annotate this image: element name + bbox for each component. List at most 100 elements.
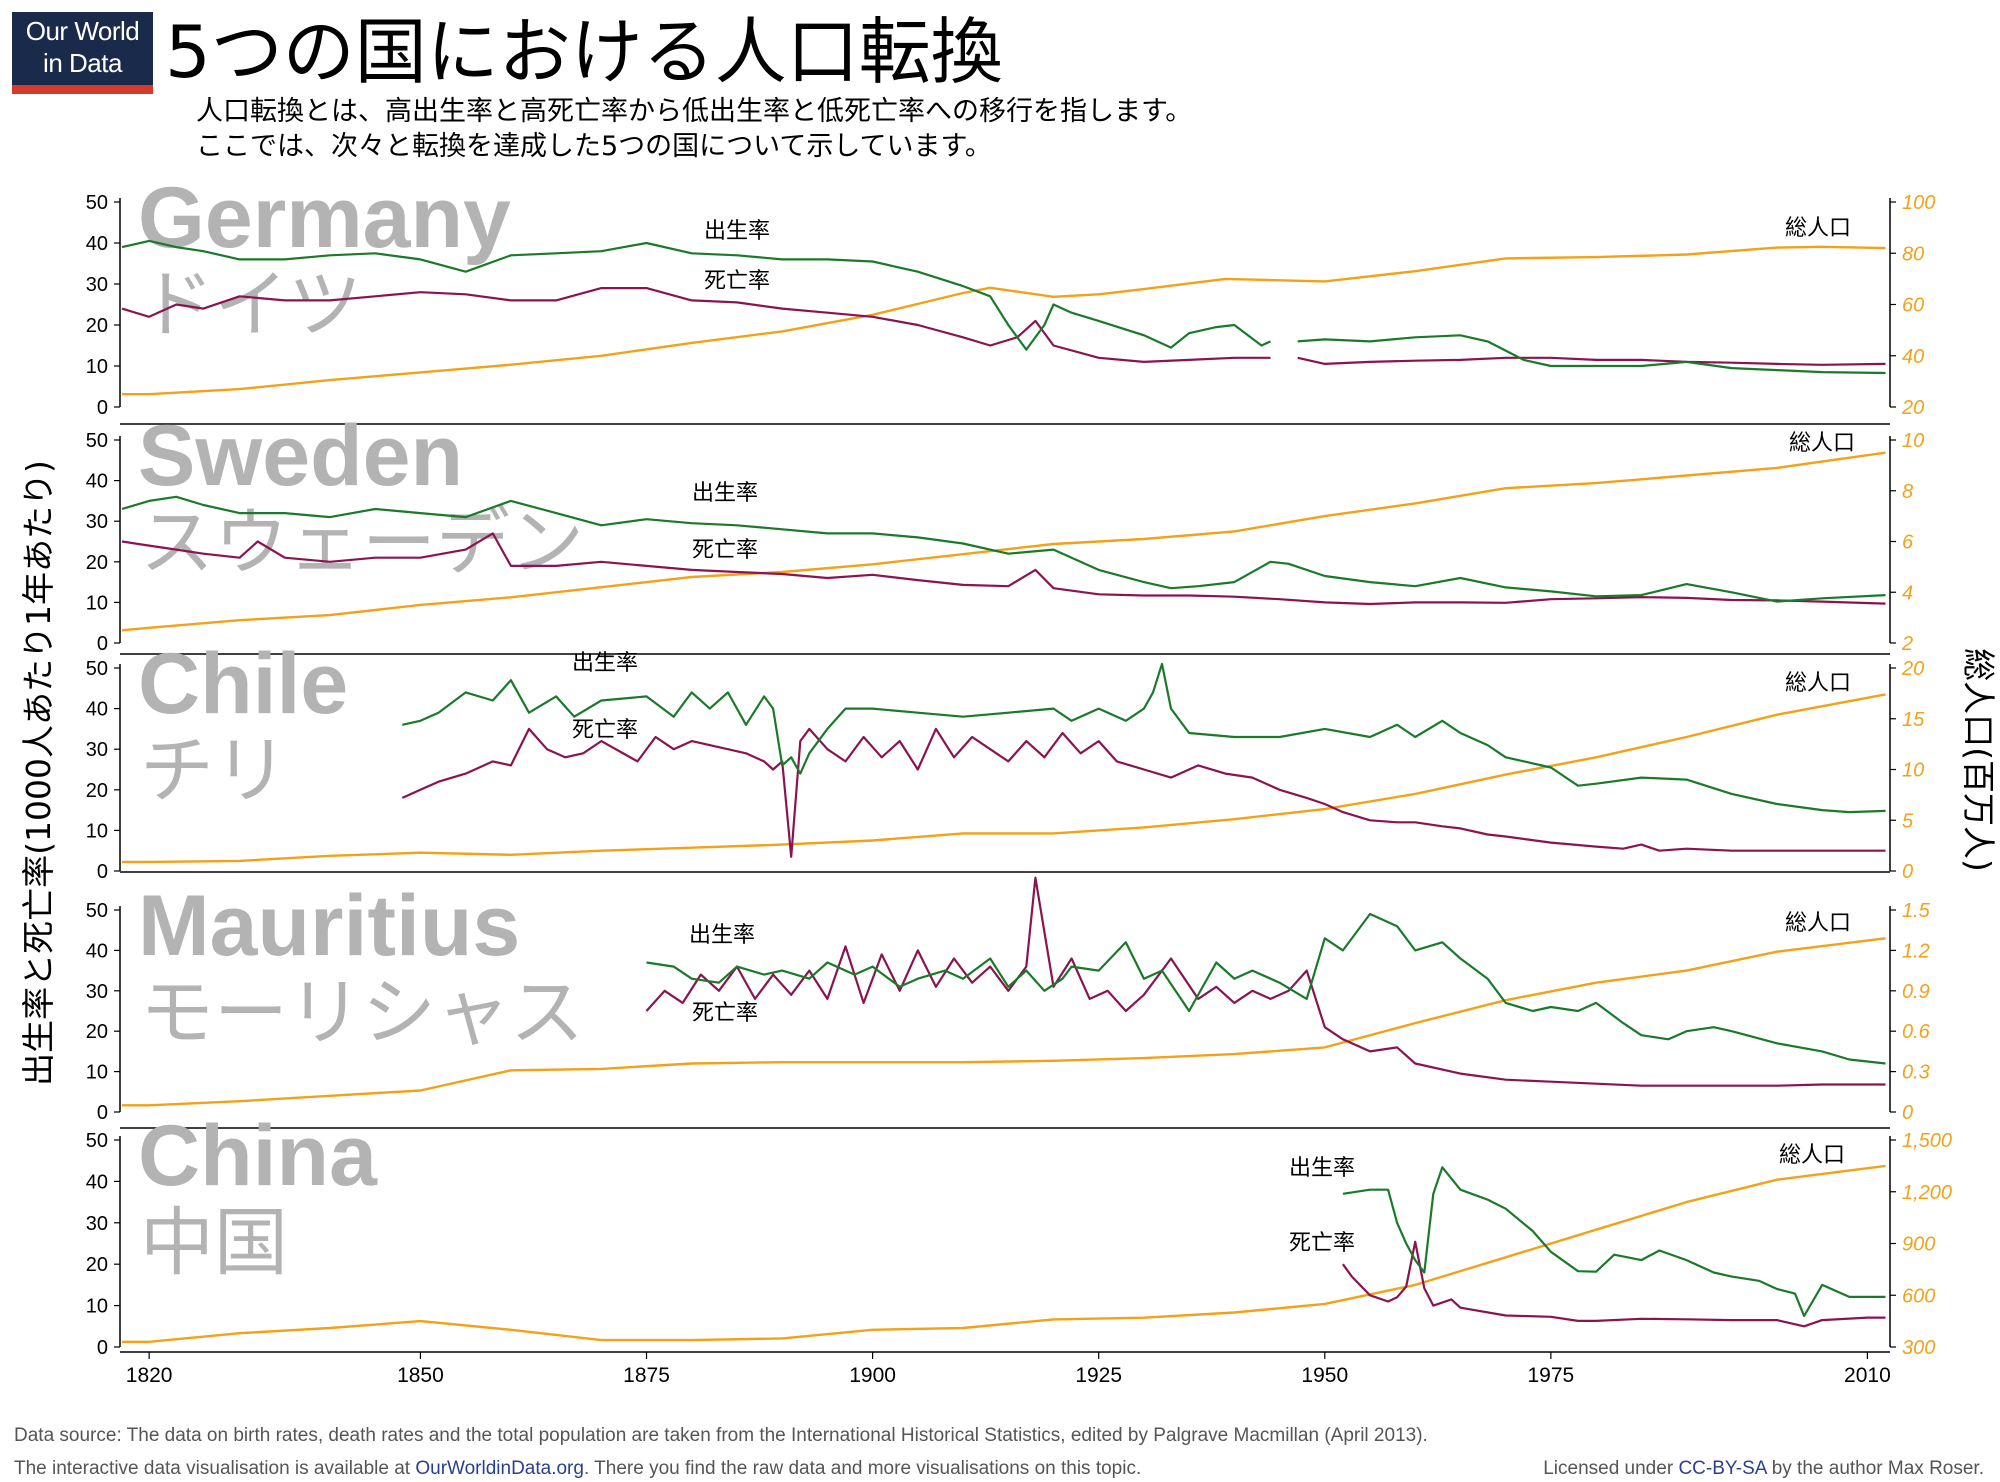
death-rate-label-sweden: 死亡率 bbox=[692, 538, 758, 563]
right-tick-label-china-1,500: 1,500 bbox=[1902, 1130, 1952, 1152]
left-tick-label-chile-10: 10 bbox=[86, 820, 108, 842]
right-tick-label-germany-60: 60 bbox=[1902, 295, 1924, 317]
data-source-note: Data source: The data on birth rates, de… bbox=[14, 1425, 1428, 1446]
left-tick-label-germany-10: 10 bbox=[86, 356, 108, 378]
country-label-ja-chile: チリ bbox=[140, 728, 288, 814]
death-rate-line-chile bbox=[401, 727, 1886, 858]
left-tick-label-germany-20: 20 bbox=[86, 315, 108, 337]
right-tick-label-chile-20: 20 bbox=[1901, 658, 1924, 680]
population-label-sweden: 総人口 bbox=[1789, 431, 1855, 456]
x-tick-label-1875: 1875 bbox=[623, 1364, 670, 1387]
left-tick-label-china-40: 40 bbox=[86, 1171, 108, 1193]
left-tick-label-germany-50: 50 bbox=[86, 192, 108, 214]
left-tick-label-mauritius-30: 30 bbox=[86, 981, 108, 1003]
left-tick-label-china-10: 10 bbox=[86, 1296, 108, 1318]
death-rate-line-china bbox=[1342, 1240, 1886, 1328]
right-axis-title: 総人口(百万人) bbox=[1959, 648, 1998, 872]
interactive-note-pre: The interactive data visualisation is av… bbox=[14, 1458, 416, 1479]
left-tick-label-sweden-30: 30 bbox=[86, 511, 108, 533]
logo-line1: Our World bbox=[25, 16, 140, 46]
country-label-mauritius: Mauritius bbox=[138, 878, 520, 974]
right-tick-label-sweden-6: 6 bbox=[1902, 532, 1914, 554]
x-tick-label-1950: 1950 bbox=[1301, 1364, 1348, 1387]
birth-rate-label-mauritius: 出生率 bbox=[689, 923, 755, 948]
right-tick-label-chile-15: 15 bbox=[1902, 709, 1925, 731]
death-rate-line-2-germany bbox=[1297, 356, 1886, 366]
death-rate-line-mauritius bbox=[645, 876, 1886, 1087]
country-label-germany: Germany bbox=[138, 170, 511, 266]
left-tick-label-china-20: 20 bbox=[86, 1254, 108, 1276]
death-rate-line-sweden bbox=[121, 532, 1886, 606]
left-tick-label-chile-30: 30 bbox=[86, 739, 108, 761]
birth-rate-line-mauritius bbox=[646, 912, 1886, 1065]
left-tick-label-chile-0: 0 bbox=[97, 861, 108, 883]
left-tick-label-mauritius-40: 40 bbox=[86, 940, 108, 962]
death-rate-line-germany bbox=[121, 287, 1271, 363]
right-tick-label-mauritius-0.9: 0.9 bbox=[1902, 981, 1930, 1003]
license-note: Licensed under CC-BY-SA by the author Ma… bbox=[1543, 1458, 1984, 1480]
right-tick-label-germany-80: 80 bbox=[1902, 243, 1924, 265]
right-tick-label-china-600: 600 bbox=[1902, 1285, 1935, 1307]
right-tick-label-mauritius-0.6: 0.6 bbox=[1902, 1021, 1931, 1043]
country-label-ja-sweden: スウェーデン bbox=[140, 500, 584, 586]
owid-link[interactable]: OurWorldinData.org bbox=[415, 1458, 584, 1479]
right-tick-label-sweden-2: 2 bbox=[1901, 633, 1913, 655]
country-label-chile: Chile bbox=[138, 636, 348, 732]
interactive-note-post: . There you find the raw data and more v… bbox=[583, 1458, 1142, 1479]
death-rate-label-chile: 死亡率 bbox=[572, 718, 638, 743]
population-line-chile bbox=[122, 693, 1886, 864]
license-link[interactable]: CC-BY-SA bbox=[1678, 1458, 1767, 1479]
left-axis-title: 出生率と死亡率(1000人あたり1年あたり) bbox=[19, 460, 58, 1086]
right-tick-label-sweden-8: 8 bbox=[1902, 481, 1913, 503]
death-rate-label-germany: 死亡率 bbox=[704, 269, 770, 294]
population-line-germany bbox=[122, 245, 1886, 396]
x-tick-label-1820: 1820 bbox=[126, 1364, 173, 1387]
left-tick-label-mauritius-50: 50 bbox=[86, 900, 108, 922]
country-label-sweden: Sweden bbox=[138, 408, 463, 504]
left-tick-label-germany-30: 30 bbox=[86, 274, 108, 296]
x-tick-label-1975: 1975 bbox=[1528, 1364, 1575, 1387]
left-tick-label-mauritius-20: 20 bbox=[86, 1021, 108, 1043]
logo-line2: in Data bbox=[43, 48, 122, 78]
population-line-china bbox=[122, 1164, 1886, 1343]
left-tick-label-china-30: 30 bbox=[86, 1213, 108, 1235]
left-tick-label-chile-40: 40 bbox=[86, 699, 108, 721]
license-pre: Licensed under bbox=[1543, 1458, 1679, 1479]
right-tick-label-germany-20: 20 bbox=[1901, 397, 1924, 419]
x-tick-label-1925: 1925 bbox=[1075, 1364, 1122, 1387]
population-label-chile: 総人口 bbox=[1785, 671, 1851, 696]
right-tick-label-mauritius-0: 0 bbox=[1902, 1102, 1913, 1124]
x-tick-label-1900: 1900 bbox=[849, 1364, 896, 1387]
left-tick-label-germany-40: 40 bbox=[86, 233, 108, 255]
right-tick-label-china-300: 300 bbox=[1902, 1337, 1935, 1359]
owid-logo: Our World in Data bbox=[12, 12, 153, 94]
right-tick-label-germany-100: 100 bbox=[1902, 192, 1935, 214]
birth-rate-label-sweden: 出生率 bbox=[692, 481, 758, 506]
left-tick-label-mauritius-10: 10 bbox=[86, 1062, 108, 1084]
interactive-note: The interactive data visualisation is av… bbox=[14, 1458, 1141, 1480]
right-tick-label-mauritius-1.2: 1.2 bbox=[1902, 940, 1930, 962]
population-label-germany: 総人口 bbox=[1785, 216, 1851, 241]
birth-rate-label-germany: 出生率 bbox=[704, 219, 770, 244]
demographic-transition-chart: Germanyドイツ0102030405020406080100出生率死亡率総人… bbox=[19, 170, 1998, 1387]
birth-rate-label-chile: 出生率 bbox=[572, 651, 638, 676]
birth-rate-line-2-germany bbox=[1297, 334, 1886, 375]
subtitle: 人口転換とは、高出生率と高死亡率から低出生率と低死亡率への移行を指します。 ここ… bbox=[196, 94, 1192, 164]
right-tick-label-chile-10: 10 bbox=[1902, 760, 1924, 782]
right-tick-label-mauritius-0.3: 0.3 bbox=[1902, 1062, 1930, 1084]
x-tick-label-2010: 2010 bbox=[1844, 1364, 1891, 1387]
death-rate-label-mauritius: 死亡率 bbox=[692, 1001, 758, 1026]
left-tick-label-sweden-40: 40 bbox=[86, 471, 108, 493]
birth-rate-line-chile bbox=[402, 662, 1886, 814]
right-tick-label-chile-0: 0 bbox=[1902, 861, 1913, 883]
left-tick-label-sweden-10: 10 bbox=[86, 592, 108, 614]
right-tick-label-china-900: 900 bbox=[1902, 1234, 1935, 1256]
left-tick-label-sweden-20: 20 bbox=[86, 552, 108, 574]
country-label-ja-mauritius: モーリシャス bbox=[140, 970, 584, 1056]
left-tick-label-china-50: 50 bbox=[86, 1130, 108, 1152]
right-tick-label-china-1,200: 1,200 bbox=[1902, 1182, 1952, 1204]
birth-rate-line-china bbox=[1342, 1166, 1886, 1318]
left-tick-label-sweden-50: 50 bbox=[86, 430, 108, 452]
birth-rate-line-sweden bbox=[121, 495, 1886, 603]
population-line-sweden bbox=[121, 451, 1886, 632]
